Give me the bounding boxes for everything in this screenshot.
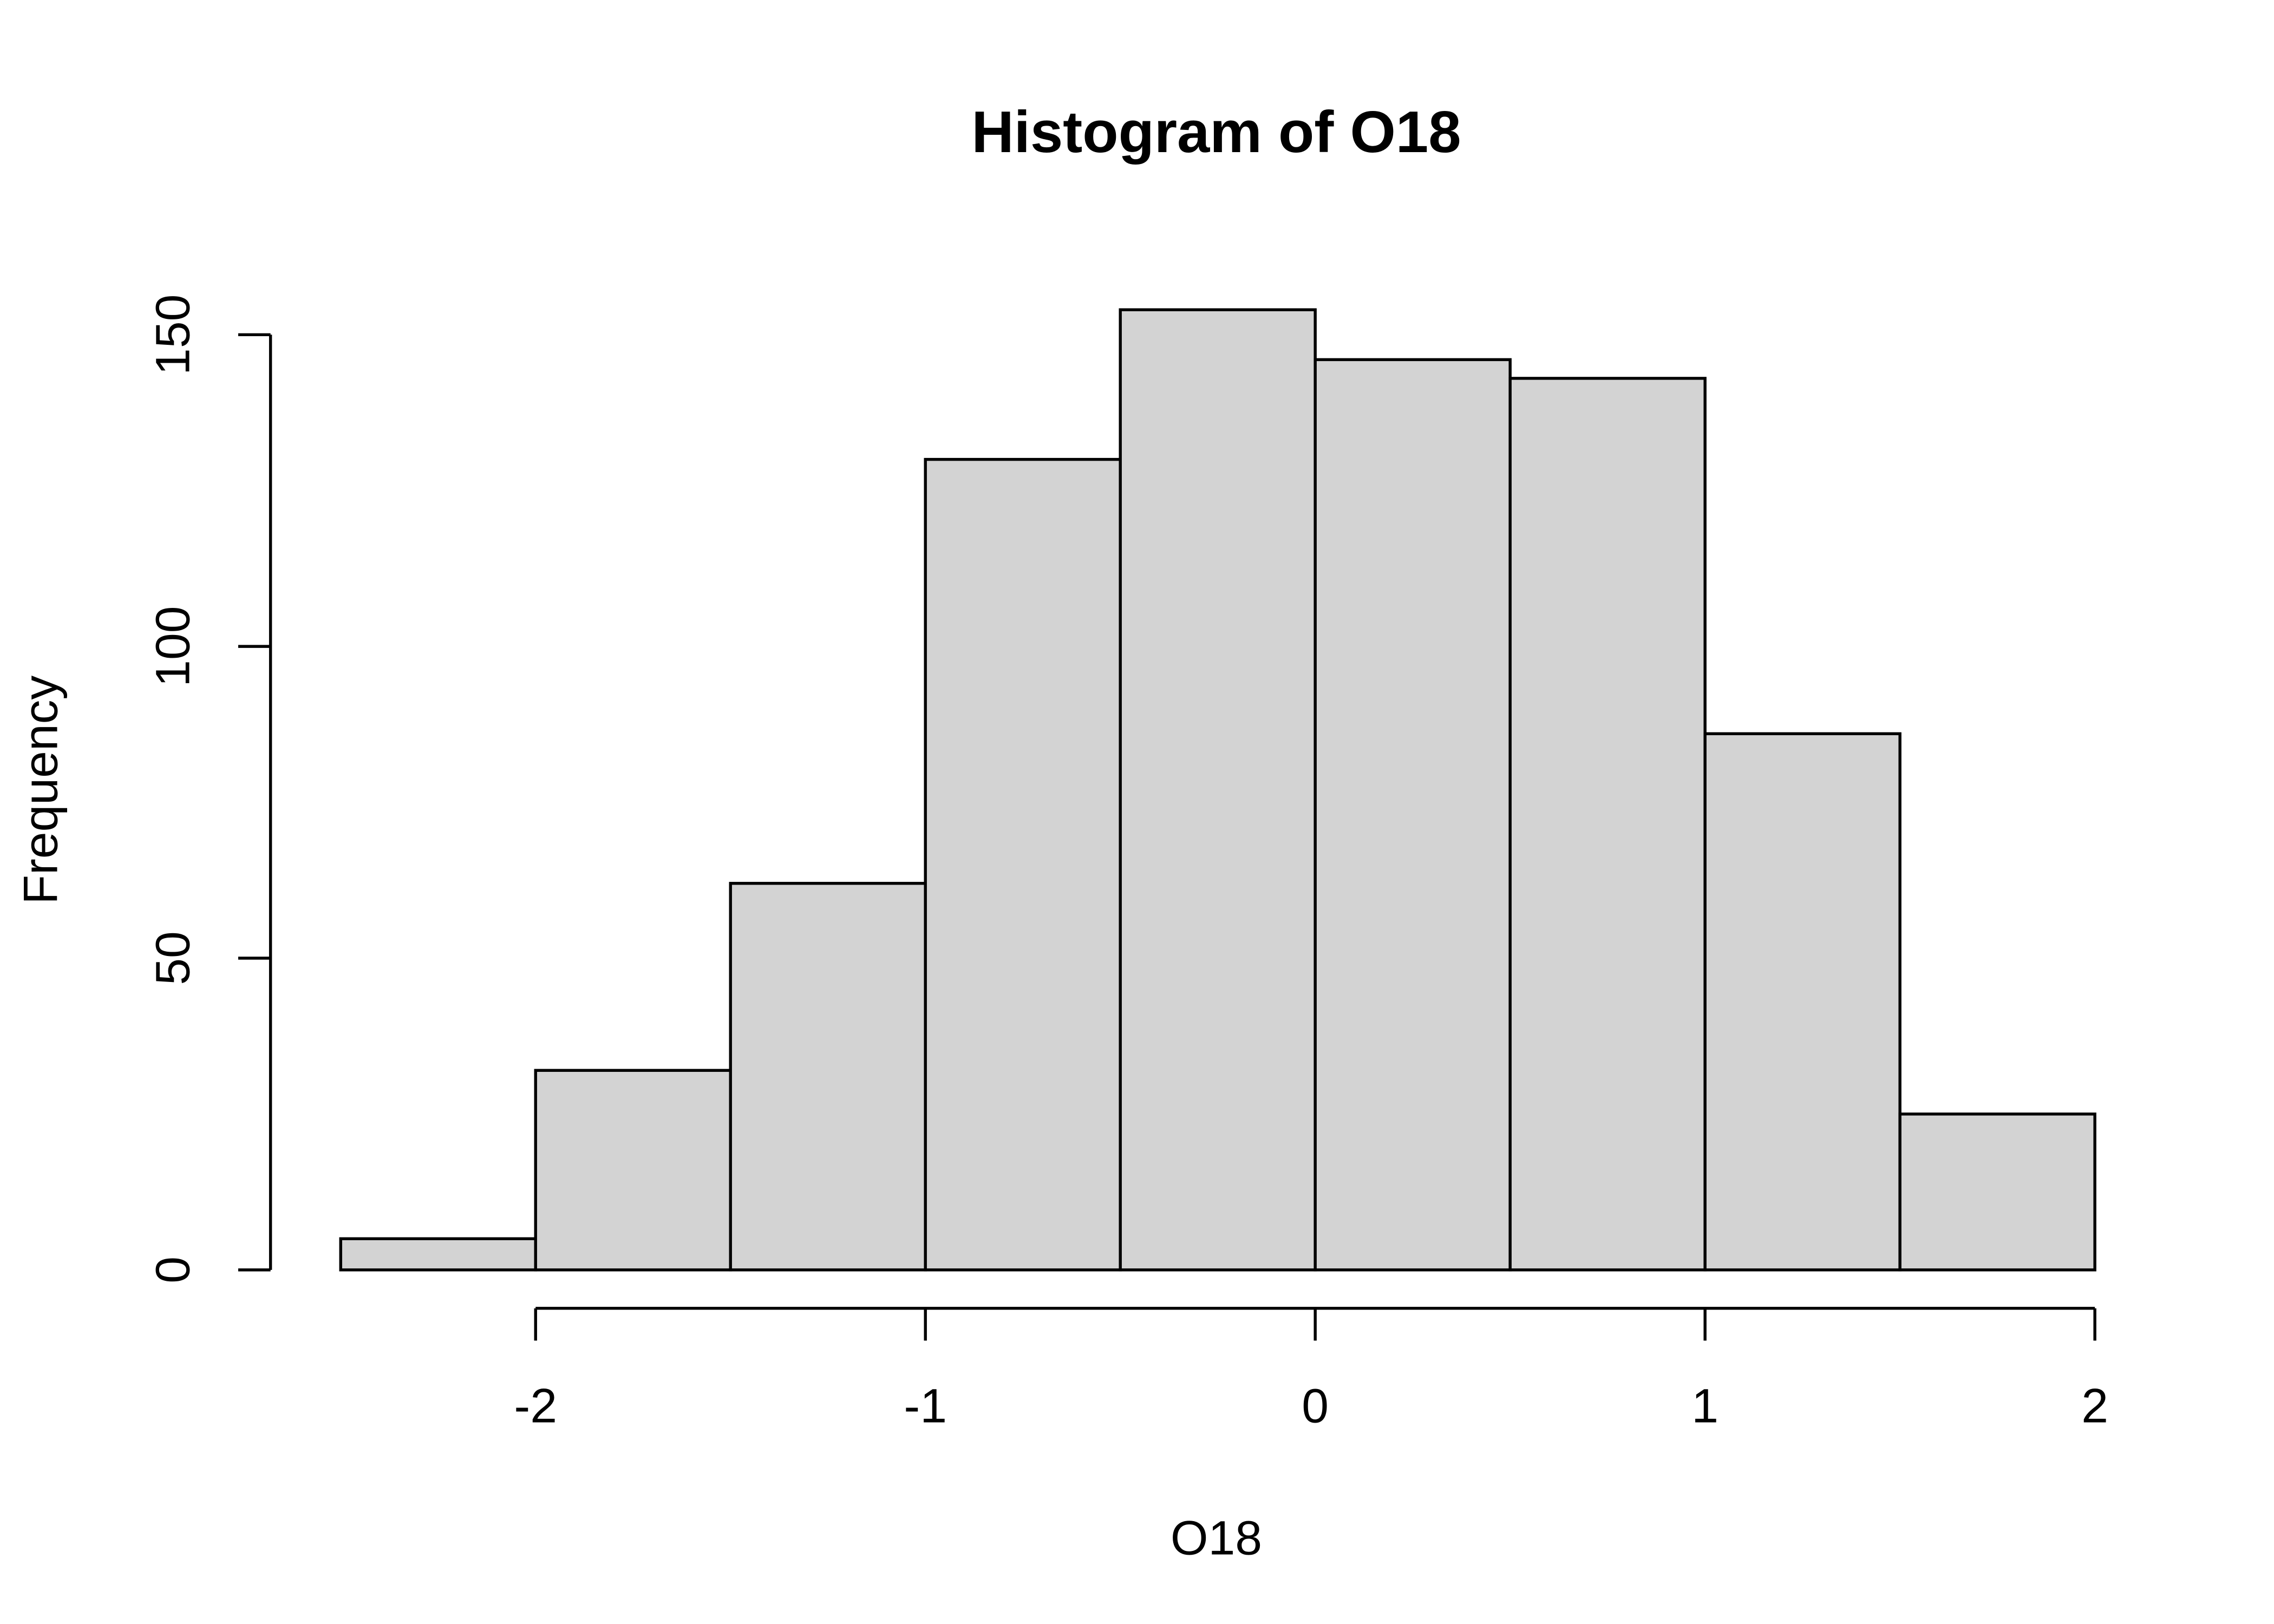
x-tick-label: -2 [514, 1379, 557, 1433]
x-tick-label: -1 [904, 1379, 947, 1433]
bar [1703, 732, 1901, 1272]
x-tick-label: 0 [1302, 1379, 1329, 1433]
y-tick-label: 150 [146, 294, 200, 375]
bar [1119, 308, 1317, 1272]
y-tick-label: 0 [146, 1256, 200, 1284]
bar [1508, 377, 1707, 1272]
chart-title: Histogram of O18 [971, 99, 1461, 165]
bar [1314, 358, 1512, 1272]
x-tick-label: 2 [2081, 1379, 2108, 1433]
y-axis-label: Frequency [14, 676, 68, 905]
x-axis-label: O18 [1171, 1511, 1262, 1565]
bar [534, 1069, 732, 1272]
y-tick-label: 100 [146, 606, 200, 686]
bar [339, 1237, 537, 1272]
x-tick-label: 1 [1691, 1379, 1718, 1433]
y-tick-label: 50 [146, 931, 200, 985]
bar [1898, 1112, 2096, 1272]
bar [729, 882, 927, 1272]
bar [924, 457, 1122, 1272]
